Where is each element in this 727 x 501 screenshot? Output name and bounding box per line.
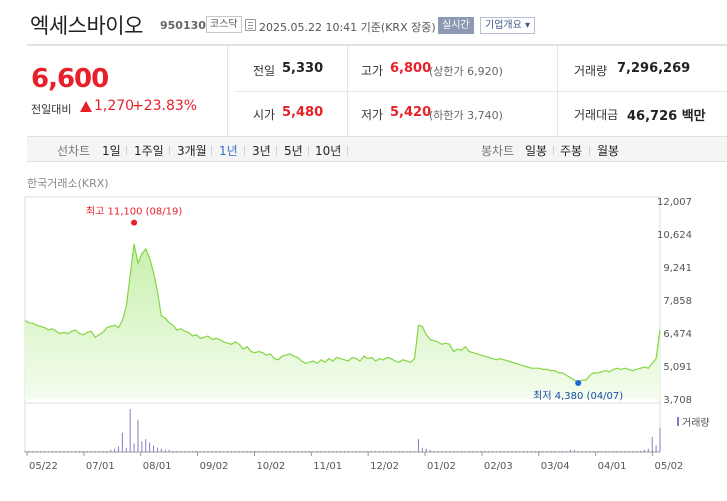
- candle-chart-label: 봉차트: [481, 144, 515, 158]
- tab-separator: [126, 146, 127, 155]
- timestamp: 2025.05.22 10:41 기준(KRX 장중): [259, 21, 436, 34]
- y-tick-label: 6,474: [663, 329, 692, 340]
- tab-10y[interactable]: 10년: [315, 144, 342, 158]
- change-percent: +23.83%: [132, 98, 198, 114]
- current-price: 6,600: [31, 64, 109, 94]
- tab-separator: [308, 146, 309, 155]
- tab-weekly[interactable]: 주봉: [560, 144, 583, 158]
- realtime-button[interactable]: 실시간: [438, 17, 474, 34]
- price-line: [24, 243, 661, 384]
- low-value: 5,420: [390, 105, 432, 120]
- tab-separator: [589, 146, 590, 155]
- high-annotation: 최고 11,100 (08/19): [86, 206, 182, 218]
- y-tick-label: 7,858: [663, 296, 692, 307]
- divider: [235, 91, 727, 92]
- prev-close-value: 5,330: [282, 61, 324, 76]
- up-triangle-icon: [80, 101, 92, 112]
- y-tick-label: 5,091: [663, 362, 692, 373]
- trade-value-label: 거래대금: [574, 108, 619, 122]
- prev-close-label: 전일: [253, 64, 276, 78]
- high-value: 6,800: [390, 61, 432, 76]
- x-tick-label: 08/01: [143, 461, 172, 472]
- open-value: 5,480: [282, 105, 324, 120]
- x-tick-label: 04/01: [598, 461, 627, 472]
- tab-1d[interactable]: 1일: [102, 144, 121, 158]
- tab-separator: [276, 146, 277, 155]
- chart-source-label: 한국거래소(KRX): [27, 177, 109, 190]
- tab-1w[interactable]: 1주일: [134, 144, 164, 158]
- low-marker: [575, 379, 582, 386]
- tab-separator: [347, 146, 348, 155]
- stock-name: 엑세스바이오: [30, 14, 143, 38]
- lower-limit: (하한가 3,740): [429, 109, 503, 122]
- upper-limit: (상한가 6,920): [429, 65, 503, 78]
- y-tick-label: 3,708: [663, 395, 692, 406]
- x-tick-label: 09/02: [200, 461, 229, 472]
- tab-daily[interactable]: 일봉: [525, 144, 548, 158]
- tab-3m[interactable]: 3개월: [177, 144, 207, 158]
- volume-legend: 거래량: [682, 418, 710, 429]
- price-panel: 6,600 전일대비 1,270 +23.83% 전일 5,330 고가 6,8…: [27, 44, 727, 136]
- price-chart[interactable]: 12,007 10,624 9,241 7,858 6,474 5,091 3,708 최고 …: [0, 190, 727, 501]
- divider: [227, 46, 228, 136]
- company-overview-button[interactable]: 기업개요 ▾: [480, 17, 535, 34]
- market-badge: 코스닥: [206, 16, 242, 33]
- stock-header: 엑세스바이오 950130 코스닥 2025.05.22 10:41 기준(KR…: [0, 0, 727, 44]
- x-tick-label: 01/02: [427, 461, 456, 472]
- x-tick-label: 02/03: [484, 461, 513, 472]
- chart-tab-bar: 선차트 1일 1주일 3개월 1년 3년 5년 10년 봉차트 일봉 주봉 월봉: [27, 136, 727, 162]
- volume-legend-swatch: [677, 417, 679, 426]
- high-label: 고가: [361, 64, 384, 78]
- calendar-icon: [245, 19, 256, 31]
- volume-label: 거래량: [574, 64, 608, 78]
- tab-1y[interactable]: 1년: [219, 144, 238, 158]
- x-tick-label: 03/04: [541, 461, 570, 472]
- low-label: 저가: [361, 108, 384, 122]
- volume-value: 7,296,269: [617, 61, 691, 76]
- x-tick-label: 12/02: [370, 461, 399, 472]
- tab-separator: [211, 146, 212, 155]
- trade-value: 46,726 백만: [627, 109, 706, 124]
- tab-separator: [553, 146, 554, 155]
- tab-5y[interactable]: 5년: [284, 144, 303, 158]
- y-tick-label: 12,007: [657, 197, 692, 208]
- line-chart-label: 선차트: [57, 144, 91, 158]
- x-tick-label: 07/01: [86, 461, 115, 472]
- y-tick-label: 9,241: [663, 263, 692, 274]
- change-label: 전일대비: [31, 103, 72, 116]
- tab-separator: [169, 146, 170, 155]
- x-tick-label: 05/02: [654, 461, 683, 472]
- x-tick-label: 10/02: [256, 461, 285, 472]
- stock-code: 950130: [160, 19, 206, 32]
- tab-3y[interactable]: 3년: [252, 144, 271, 158]
- change-value: 1,270: [94, 98, 135, 114]
- open-label: 시가: [253, 108, 276, 122]
- low-annotation: 최저 4,380 (04/07): [533, 390, 623, 402]
- x-tick-label: 11/01: [313, 461, 342, 472]
- high-marker: [131, 219, 138, 226]
- price-area: [25, 244, 660, 399]
- tab-monthly[interactable]: 월봉: [597, 144, 620, 158]
- tab-separator: [244, 146, 245, 155]
- x-tick-label: 05/22: [29, 461, 58, 472]
- y-tick-label: 10,624: [657, 230, 692, 241]
